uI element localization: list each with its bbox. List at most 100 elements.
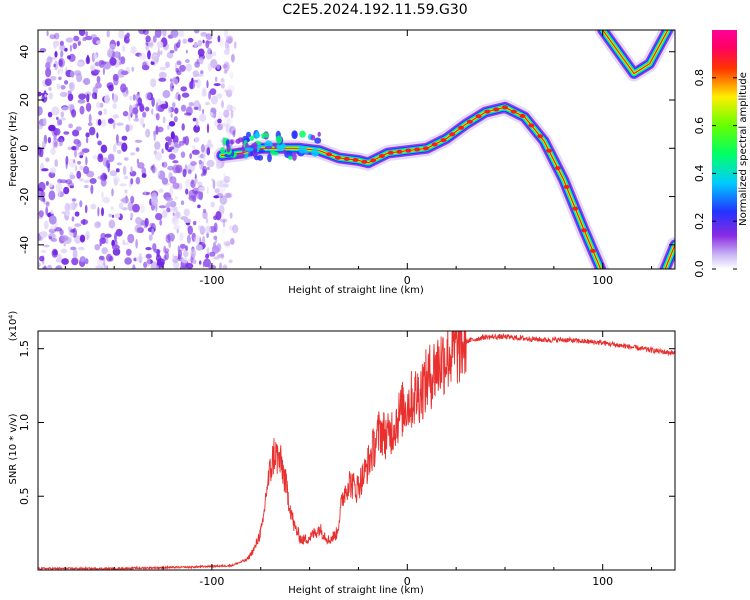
noise-blob xyxy=(43,117,47,127)
noise-blob xyxy=(151,228,155,236)
noise-blob xyxy=(181,257,188,264)
noise-blob xyxy=(225,89,233,98)
noise-blob xyxy=(48,236,53,240)
noise-blob xyxy=(172,215,177,223)
noise-blob xyxy=(204,225,211,234)
noise-blob xyxy=(56,116,59,120)
noise-blob xyxy=(74,148,77,158)
noise-blob xyxy=(112,244,120,251)
noise-blob xyxy=(71,216,75,222)
noise-blob xyxy=(205,101,210,106)
x-tick-label: 100 xyxy=(592,274,613,287)
noise-blob xyxy=(176,60,182,66)
noise-blob xyxy=(38,106,43,116)
noise-blob xyxy=(169,82,174,92)
lower-right-arc-layer xyxy=(664,244,675,269)
noise-blob xyxy=(114,213,121,219)
noise-blob xyxy=(78,30,86,36)
noise-blob xyxy=(102,196,111,204)
noise-blob xyxy=(45,181,49,186)
noise-blob xyxy=(121,207,128,211)
ridge-blob xyxy=(314,137,322,144)
noise-blob xyxy=(173,116,178,123)
noise-blob xyxy=(109,170,118,177)
noise-blob xyxy=(218,185,226,194)
noise-blob xyxy=(49,75,57,81)
noise-blob xyxy=(59,91,68,97)
noise-blob xyxy=(216,180,223,188)
noise-blob xyxy=(97,206,100,217)
noise-blob xyxy=(165,136,172,142)
x-tick-label: 0 xyxy=(404,575,411,588)
noise-blob xyxy=(67,55,71,60)
noise-blob xyxy=(143,261,148,268)
noise-blob xyxy=(139,117,145,126)
noise-blob xyxy=(130,178,134,185)
noise-blob xyxy=(163,245,167,254)
noise-blob xyxy=(223,175,231,184)
spectrogram-x-axis-label: Height of straight line (km) xyxy=(288,285,424,296)
noise-blob xyxy=(115,228,123,237)
noise-blob xyxy=(71,109,77,118)
noise-blob xyxy=(128,112,131,122)
noise-blob xyxy=(191,145,196,149)
noise-blob xyxy=(56,83,61,90)
noise-blob xyxy=(115,134,119,144)
noise-blob xyxy=(193,220,197,226)
noise-blob xyxy=(139,105,145,112)
noise-blob xyxy=(45,201,50,207)
ridge-peak xyxy=(502,105,508,110)
noise-blob xyxy=(90,184,94,195)
noise-blob xyxy=(185,63,192,72)
x-tick-label: 100 xyxy=(592,575,613,588)
noise-blob xyxy=(174,78,179,85)
ridge-peak xyxy=(414,147,421,152)
noise-blob xyxy=(172,182,180,190)
noise-blob xyxy=(85,31,88,37)
noise-blob xyxy=(177,94,181,101)
noise-blob xyxy=(41,140,46,149)
noise-blob xyxy=(74,211,80,217)
noise-blob xyxy=(104,233,112,238)
noise-blob xyxy=(88,113,92,124)
noise-blob xyxy=(183,218,192,223)
snr-series-line xyxy=(38,331,675,570)
noise-blob xyxy=(52,249,58,256)
noise-blob xyxy=(127,201,134,212)
spectrogram-y-axis-label: Frequency (Hz) xyxy=(8,111,19,187)
noise-blob xyxy=(71,257,79,266)
noise-blob xyxy=(141,173,147,178)
noise-blob xyxy=(67,182,74,187)
ridge-blob xyxy=(317,131,321,137)
noise-blob xyxy=(42,197,46,202)
noise-blob xyxy=(222,63,228,69)
noise-blob xyxy=(96,40,102,45)
noise-blob xyxy=(166,51,174,59)
noise-blob xyxy=(194,235,201,244)
noise-blob xyxy=(155,102,159,111)
noise-blob xyxy=(97,119,102,126)
noise-blob xyxy=(96,101,101,109)
noise-blob xyxy=(145,247,152,251)
noise-blob xyxy=(64,80,69,85)
noise-blob xyxy=(229,212,233,219)
noise-blob xyxy=(206,147,211,156)
noise-blob xyxy=(50,147,56,155)
noise-blob xyxy=(141,64,150,71)
noise-blob xyxy=(217,254,224,258)
noise-blob xyxy=(213,256,220,260)
noise-blob xyxy=(217,35,221,43)
noise-blob xyxy=(209,88,217,96)
noise-blob xyxy=(72,249,78,259)
noise-blob xyxy=(178,30,185,38)
noise-blob xyxy=(223,109,230,118)
noise-blob xyxy=(181,92,190,98)
noise-blob xyxy=(213,222,218,233)
spectrogram-panel: -100 0 100 -40 -20 0 20 40 Height of straight l… xyxy=(8,29,676,296)
noise-blob xyxy=(65,210,71,217)
frequency-ridge xyxy=(213,99,610,269)
noise-blob xyxy=(132,94,136,101)
noise-blob xyxy=(107,118,114,124)
noise-blob xyxy=(77,40,81,46)
noise-blob xyxy=(105,159,111,169)
